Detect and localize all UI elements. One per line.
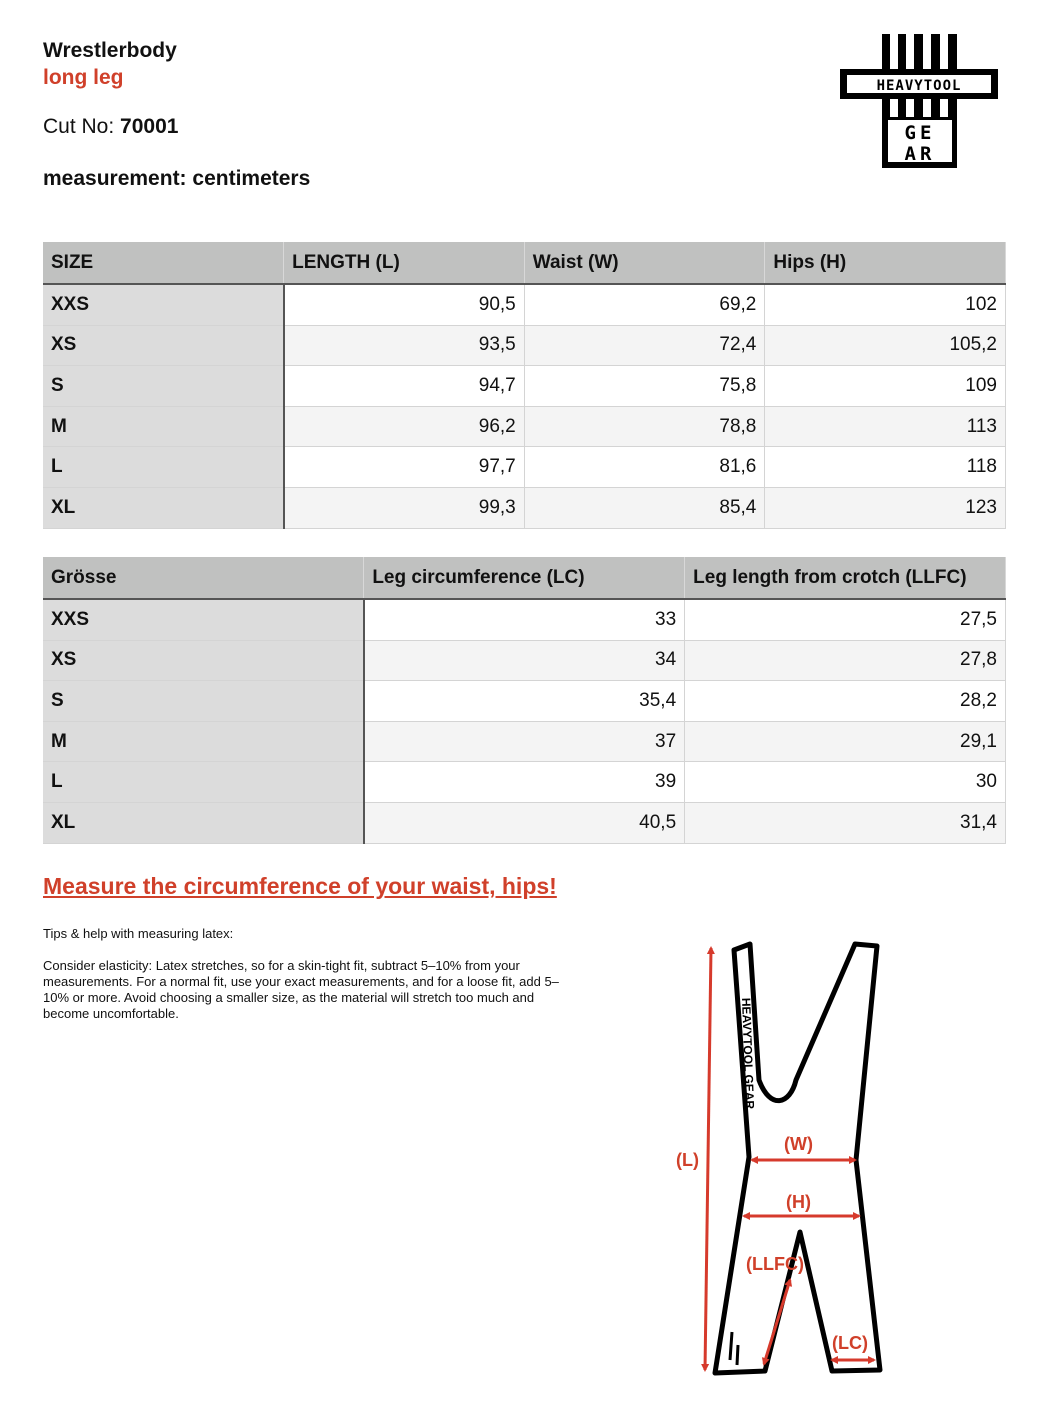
size-cell: XS (43, 640, 365, 682)
value-cell: 37 (363, 721, 686, 763)
column-header: Waist (W) (524, 242, 766, 285)
svg-text:HEAVYTOOL GEAR: HEAVYTOOL GEAR (739, 998, 757, 1110)
table-header-row: Grösse Leg circumference (LC) Leg length… (43, 557, 1006, 600)
value-cell: 118 (764, 446, 1006, 488)
value-cell: 97,7 (283, 446, 525, 488)
table-row: S 35,4 28,2 (43, 680, 1006, 722)
value-cell: 102 (764, 284, 1006, 326)
size-cell: XL (43, 802, 365, 844)
value-cell: 35,4 (363, 680, 686, 722)
value-cell: 72,4 (524, 325, 766, 367)
size-cell: XXS (43, 284, 285, 326)
value-cell: 113 (764, 406, 1006, 448)
column-header: LENGTH (L) (283, 242, 525, 285)
table-row: XL 40,5 31,4 (43, 802, 1006, 844)
table-row: XS 93,5 72,4 105,2 (43, 325, 1006, 367)
value-cell: 75,8 (524, 365, 766, 407)
svg-text:HEAVYTOOL: HEAVYTOOL (877, 78, 962, 94)
table-row: S 94,7 75,8 109 (43, 365, 1006, 407)
length-arrow (701, 946, 715, 1372)
column-header: Leg circumference (LC) (363, 557, 686, 600)
table-row: L 97,7 81,6 118 (43, 446, 1006, 488)
size-cell: XS (43, 325, 285, 367)
product-title: Wrestlerbody (43, 39, 177, 62)
garment-outline (712, 941, 883, 1376)
table-row: L 39 30 (43, 761, 1006, 803)
table-row: M 96,2 78,8 113 (43, 406, 1006, 448)
size-cell: M (43, 721, 365, 763)
cut-label: Cut No: (43, 115, 115, 138)
column-header: Grösse (43, 557, 365, 600)
value-cell: 85,4 (524, 487, 766, 529)
value-cell: 33 (363, 599, 686, 641)
value-cell: 27,8 (684, 640, 1006, 682)
column-header: Hips (H) (764, 242, 1006, 285)
value-cell: 99,3 (283, 487, 525, 529)
size-cell: M (43, 406, 285, 448)
svg-text:AR: AR (905, 143, 936, 165)
measurement-arrows (701, 946, 876, 1372)
value-cell: 105,2 (764, 325, 1006, 367)
table-row: XL 99,3 85,4 123 (43, 487, 1006, 529)
value-cell: 90,5 (283, 284, 525, 326)
label-l: (L) (676, 1150, 699, 1170)
size-cell: L (43, 761, 365, 803)
size-cell: XL (43, 487, 285, 529)
llfc-arrow (761, 1278, 793, 1366)
table-row: XXS 90,5 69,2 102 (43, 284, 1006, 326)
table-row: M 37 29,1 (43, 721, 1006, 763)
table-header-row: SIZE LENGTH (L) Waist (W) Hips (H) (43, 242, 1006, 285)
svg-text:GE: GE (905, 122, 936, 144)
size-cell: S (43, 680, 365, 722)
table-row: XXS 33 27,5 (43, 599, 1006, 641)
value-cell: 93,5 (283, 325, 525, 367)
garment-measurement-diagram: HEAVYTOOL GEAR (L) (W) (H) (LLFC) (LC) (676, 941, 883, 1376)
tips-title: Tips & help with measuring latex: (43, 926, 234, 941)
value-cell: 39 (363, 761, 686, 803)
value-cell: 30 (684, 761, 1006, 803)
tips-body: Consider elasticity: Latex stretches, so… (43, 958, 559, 1021)
heavytool-gear-logo: HEAVYTOOL GE AR (840, 34, 998, 168)
column-header: Leg length from crotch (LLFC) (684, 557, 1006, 600)
value-cell: 78,8 (524, 406, 766, 448)
cut-number: Cut No: 70001 (43, 115, 178, 139)
label-llfc: (LLFC) (746, 1254, 804, 1274)
value-cell: 27,5 (684, 599, 1006, 641)
value-cell: 96,2 (283, 406, 525, 448)
value-cell: 69,2 (524, 284, 766, 326)
size-cell: L (43, 446, 285, 488)
label-h: (H) (786, 1192, 811, 1212)
leg-measurements-table: Grösse Leg circumference (LC) Leg length… (43, 557, 1006, 844)
measurement-unit: measurement: centimeters (43, 167, 311, 190)
measure-heading: Measure the circumference of your waist,… (43, 873, 557, 899)
size-cell: XXS (43, 599, 365, 641)
value-cell: 81,6 (524, 446, 766, 488)
value-cell: 109 (764, 365, 1006, 407)
value-cell: 123 (764, 487, 1006, 529)
value-cell: 94,7 (283, 365, 525, 407)
size-cell: S (43, 365, 285, 407)
product-subtitle: long leg (43, 66, 124, 89)
value-cell: 34 (363, 640, 686, 682)
value-cell: 40,5 (363, 802, 686, 844)
value-cell: 28,2 (684, 680, 1006, 722)
label-w: (W) (784, 1134, 813, 1154)
body-measurements-table: SIZE LENGTH (L) Waist (W) Hips (H) XXS 90… (43, 242, 1006, 529)
table-row: XS 34 27,8 (43, 640, 1006, 682)
value-cell: 31,4 (684, 802, 1006, 844)
label-lc: (LC) (832, 1333, 868, 1353)
value-cell: 29,1 (684, 721, 1006, 763)
cut-value: 70001 (120, 115, 179, 138)
column-header: SIZE (43, 242, 285, 285)
